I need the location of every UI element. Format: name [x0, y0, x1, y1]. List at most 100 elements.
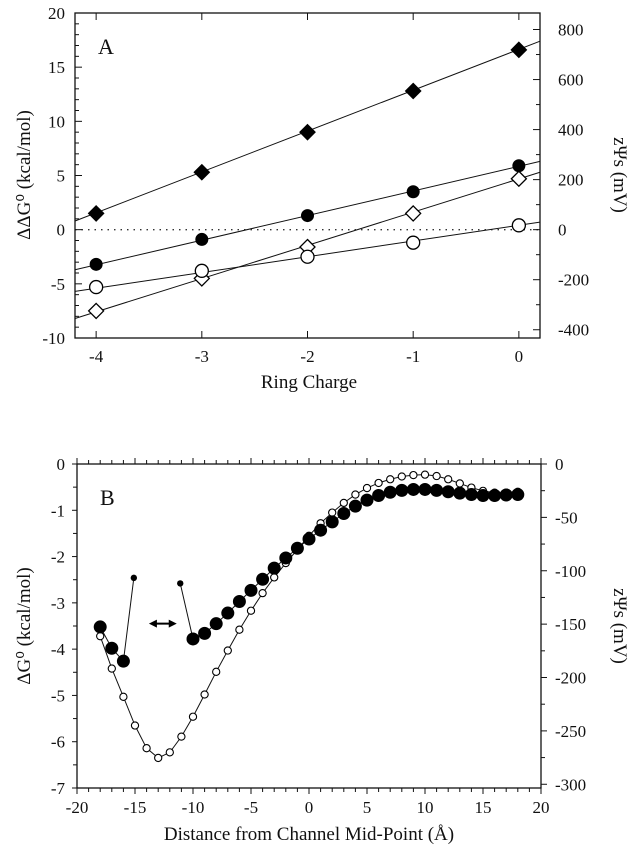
- x-tick-label: 15: [475, 798, 492, 817]
- x-tick-label: -20: [66, 798, 89, 817]
- x-tick-label: 0: [515, 347, 524, 366]
- data-point-circle-open: [406, 235, 421, 250]
- x-tick-label: -2: [300, 347, 314, 366]
- data-point-circle-open-small: [386, 475, 395, 484]
- data-point-circle-open-small: [246, 606, 256, 615]
- segment-endpoint: [130, 574, 138, 582]
- data-point-circle-filled: [499, 488, 513, 502]
- y-right-tick-label: 0: [558, 221, 567, 240]
- data-point-circle-open-small: [420, 470, 430, 479]
- y-right-tick-label: -400: [558, 321, 589, 340]
- data-point-circle-filled: [302, 532, 316, 546]
- data-point-circle-filled: [279, 551, 293, 565]
- x-tick-label: -10: [182, 798, 205, 817]
- data-point-circle-filled: [512, 159, 526, 173]
- data-point-circle-open-small: [107, 664, 116, 673]
- data-point-circle-open-small: [200, 690, 209, 699]
- data-point-circle-filled: [488, 488, 502, 502]
- data-point-diamond-filled: [404, 82, 422, 100]
- data-point-circle-filled: [186, 632, 200, 646]
- data-point-circle-filled: [105, 641, 119, 655]
- series-line-2: [99, 577, 135, 663]
- series-line-1: [99, 474, 518, 759]
- x-tick-label: 10: [417, 798, 434, 817]
- panel-b-x-axis-title: Distance from Channel Mid-Point (Å): [164, 824, 454, 845]
- data-point-circle-open-small: [455, 479, 464, 488]
- panel-b-marks: [93, 470, 525, 763]
- data-point-circle-filled: [418, 482, 432, 496]
- data-point-circle-open-small: [165, 748, 174, 757]
- data-point-circle-open-small: [444, 475, 453, 484]
- y-tick-label: 10: [48, 112, 65, 131]
- data-point-circle-filled: [406, 482, 420, 496]
- y-tick-label: -4: [51, 640, 66, 659]
- data-point-circle-filled: [221, 606, 235, 620]
- data-point-circle-filled: [195, 232, 209, 246]
- panel-b: -7-6-5-4-3-2-10-300-250-200-150-100-500-…: [14, 455, 630, 845]
- data-point-circle-filled: [290, 541, 304, 555]
- data-point-circle-filled: [198, 626, 212, 640]
- segment-endpoint: [177, 580, 184, 587]
- data-point-circle-open-small: [374, 478, 383, 488]
- data-point-diamond-open: [87, 302, 105, 320]
- data-point-circle-filled: [314, 523, 328, 537]
- data-point-circle-open-small: [130, 721, 140, 730]
- panel-a-x-axis-title: Ring Charge: [261, 372, 357, 393]
- data-point-diamond-open: [404, 204, 422, 222]
- y-tick-label: -10: [42, 329, 65, 348]
- data-point-circle-filled: [360, 493, 374, 507]
- x-tick-label: -15: [124, 798, 147, 817]
- data-point-circle-filled: [430, 483, 444, 497]
- y-right-tick-label: 0: [555, 455, 564, 474]
- data-point-diamond-filled: [87, 204, 105, 222]
- panel-a-plot-frame: [74, 12, 541, 339]
- panel-a-marks: [74, 40, 541, 320]
- data-point-circle-open-small: [397, 472, 406, 481]
- data-point-circle-filled: [337, 507, 351, 521]
- y-tick-label: 20: [48, 4, 65, 23]
- y-right-tick-label: 800: [558, 21, 584, 40]
- data-point-circle-open-small: [96, 632, 105, 641]
- data-point-circle-open-small: [188, 712, 198, 721]
- y-tick-label: 5: [57, 167, 66, 186]
- panel-b-ticks: -7-6-5-4-3-2-10-300-250-200-150-100-500-…: [51, 455, 586, 817]
- y-right-tick-label: -200: [558, 271, 589, 290]
- panel-a-y-axis-title: ΔΔG⁰ (kcal/mol): [14, 110, 35, 240]
- x-tick-label: 5: [363, 798, 372, 817]
- y-right-tick-label: 400: [558, 121, 584, 140]
- panel-a-label: A: [98, 34, 114, 59]
- data-point-circle-filled: [256, 572, 270, 586]
- data-point-circle-filled: [395, 483, 409, 497]
- data-point-diamond-filled: [510, 41, 528, 59]
- x-tick-label: -3: [195, 347, 209, 366]
- data-point-circle-filled: [209, 617, 223, 631]
- data-point-diamond-filled: [193, 163, 211, 181]
- y-tick-label: 0: [57, 455, 66, 474]
- data-point-circle-open-small: [409, 470, 418, 480]
- data-point-circle-open-small: [328, 508, 337, 517]
- data-point-circle-open-small: [177, 732, 186, 741]
- panel-b-right-axis-title: zΨs (mV): [609, 588, 630, 664]
- data-point-circle-filled: [476, 488, 490, 502]
- y-tick-label: -2: [51, 548, 65, 567]
- data-point-circle-open: [300, 249, 315, 264]
- data-point-circle-filled: [511, 488, 525, 502]
- arrow-head-right: [168, 619, 177, 628]
- data-point-circle-filled: [301, 209, 314, 223]
- data-point-circle-open-small: [223, 646, 232, 655]
- y-right-tick-label: -250: [555, 722, 586, 741]
- data-point-circle-open-small: [119, 692, 128, 701]
- data-point-circle-open-small: [212, 667, 221, 676]
- panel-b-y-axis-title: ΔG⁰ (kcal/mol): [14, 567, 35, 684]
- x-tick-label: -4: [89, 347, 104, 366]
- data-point-circle-filled: [232, 594, 246, 608]
- data-point-circle-filled: [116, 654, 130, 668]
- panel-b-label: B: [100, 485, 115, 510]
- x-tick-label: -1: [406, 347, 420, 366]
- data-point-circle-filled: [441, 485, 455, 499]
- x-tick-label: 20: [533, 798, 550, 817]
- y-right-tick-label: -100: [555, 562, 586, 581]
- y-right-tick-label: -200: [555, 669, 586, 688]
